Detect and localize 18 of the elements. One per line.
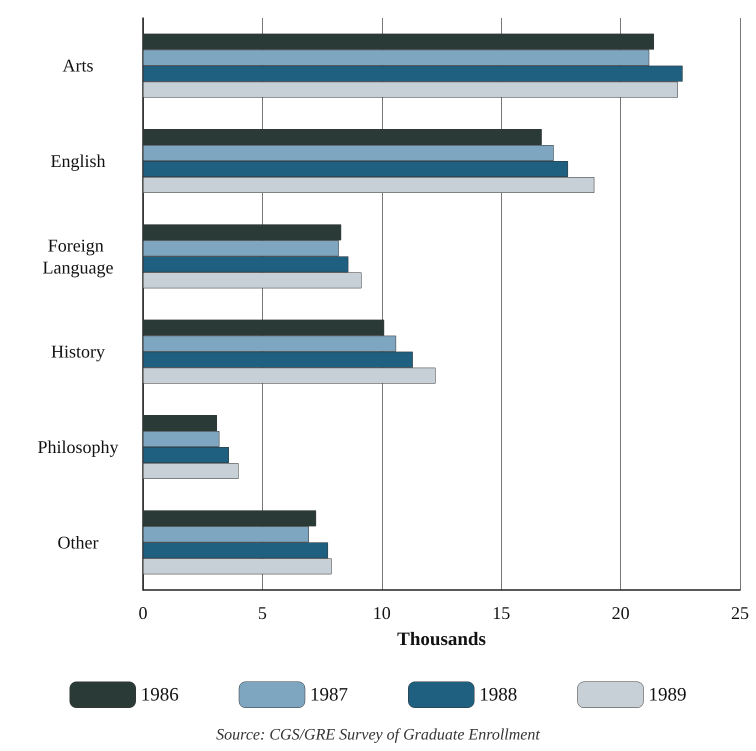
source-note: Source: CGS/GRE Survey of Graduate Enrollment	[216, 726, 540, 744]
y-tick-label: Philosophy	[37, 437, 119, 457]
y-tick-label: History	[51, 342, 105, 362]
legend-label: 1989	[648, 684, 686, 706]
x-tick-label: 20	[612, 603, 630, 623]
y-tick-label: Arts	[62, 56, 94, 76]
x-tick-label: 10	[372, 603, 391, 623]
x-axis-title: Thousands	[397, 629, 486, 650]
legend-label: 1986	[140, 684, 179, 706]
y-tick-label: English	[50, 151, 106, 171]
y-tick-label: Foreign Language	[42, 235, 114, 278]
x-tick-label: 25	[731, 603, 749, 623]
y-tick-label: Other	[58, 532, 98, 552]
x-tick-label: 0	[138, 603, 148, 623]
legend-label: 1987	[310, 684, 348, 706]
legend-label: 1988	[479, 684, 518, 706]
x-tick-label: 15	[492, 603, 510, 623]
x-tick-label: 5	[258, 603, 267, 623]
